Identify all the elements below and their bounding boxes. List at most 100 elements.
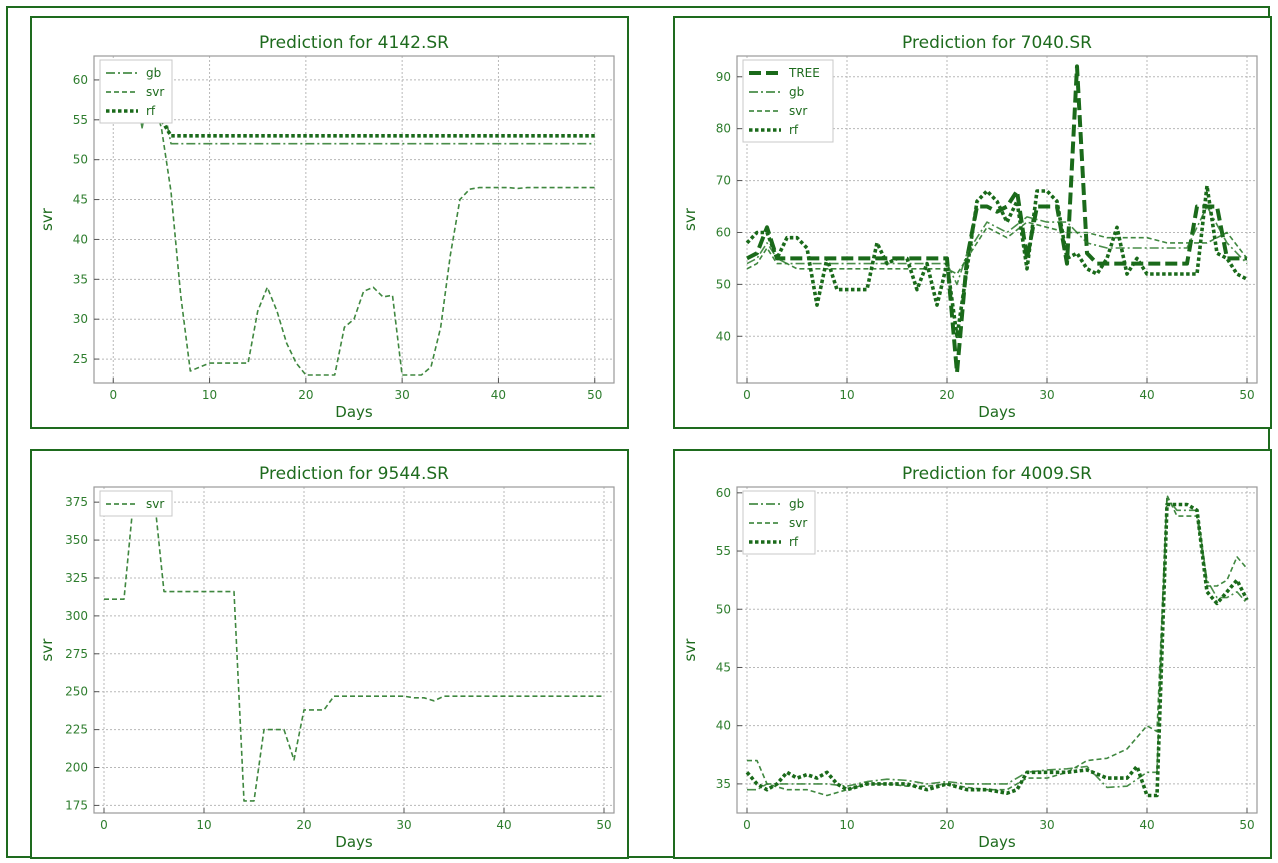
y-tick-label: 275 bbox=[65, 647, 88, 661]
y-tick-label: 70 bbox=[716, 174, 731, 188]
chart-panel-4009: 0 10 20 30 40 50 35 40 45 50 55 60 Prediction for 40… bbox=[673, 449, 1272, 859]
plot-area bbox=[93, 55, 615, 384]
legend-label-svr: svr bbox=[146, 497, 164, 511]
x-tick-label: 0 bbox=[743, 818, 751, 832]
y-axis-label: svr bbox=[38, 638, 56, 662]
x-tick-label: 10 bbox=[196, 818, 211, 832]
y-axis-label: svr bbox=[38, 207, 56, 231]
y-tick-label: 45 bbox=[716, 660, 731, 674]
legend-label-rf: rf bbox=[789, 535, 799, 549]
y-tick-label: 45 bbox=[73, 193, 88, 207]
figure-frame bbox=[6, 6, 1270, 858]
x-axis-label: Days bbox=[978, 833, 1016, 851]
y-tick-label: 300 bbox=[65, 609, 88, 623]
y-tick-label: 60 bbox=[716, 486, 731, 500]
x-tick-label: 0 bbox=[743, 388, 751, 402]
x-axis-label: Days bbox=[335, 833, 373, 851]
plot-area bbox=[93, 486, 615, 814]
x-tick-label: 0 bbox=[109, 388, 117, 402]
x-tick-label: 40 bbox=[1139, 818, 1154, 832]
y-tick-label: 375 bbox=[65, 495, 88, 509]
x-tick-label: 30 bbox=[1039, 818, 1054, 832]
x-tick-label: 50 bbox=[1239, 818, 1254, 832]
y-tick-label: 40 bbox=[716, 719, 731, 733]
y-tick-label: 40 bbox=[716, 329, 731, 343]
y-tick-label: 90 bbox=[716, 70, 731, 84]
chart-panel-9544: 0 10 20 30 40 50 175 200 225 250 275 300 325 350 375 Pr… bbox=[30, 449, 629, 859]
legend-label-gb: gb bbox=[789, 497, 804, 511]
plot-area bbox=[736, 55, 1258, 384]
x-tick-label: 30 bbox=[395, 388, 410, 402]
y-tick-label: 55 bbox=[73, 113, 88, 127]
x-tick-label: 30 bbox=[1039, 388, 1054, 402]
x-tick-label: 20 bbox=[296, 818, 311, 832]
y-tick-label: 175 bbox=[65, 798, 88, 812]
legend bbox=[99, 490, 173, 517]
legend-label-gb: gb bbox=[789, 85, 804, 99]
x-tick-label: 30 bbox=[396, 818, 411, 832]
chart-9544: 0 10 20 30 40 50 175 200 225 250 275 300 325 350 375 Pr… bbox=[38, 464, 615, 851]
x-axis-label: Days bbox=[335, 403, 373, 421]
y-tick-label: 200 bbox=[65, 761, 88, 775]
y-tick-label: 225 bbox=[65, 723, 88, 737]
chart-panel-4142: 0 10 20 30 40 50 25 30 35 40 45 50 55 60 Prediction fo… bbox=[30, 16, 629, 429]
y-tick-label: 50 bbox=[716, 602, 731, 616]
chart-7040: 0 10 20 30 40 50 40 50 60 70 80 90 Prediction for 70… bbox=[681, 33, 1258, 421]
x-tick-label: 10 bbox=[839, 818, 854, 832]
series-line-svr bbox=[746, 221, 1248, 275]
x-tick-label: 20 bbox=[939, 818, 954, 832]
series-line-rf bbox=[745, 502, 1249, 798]
series-line-rf bbox=[112, 70, 595, 138]
x-axis-label: Days bbox=[978, 403, 1016, 421]
legend-label-svr: svr bbox=[789, 516, 807, 530]
series-line-tree bbox=[746, 64, 1247, 375]
legend-label-rf: rf bbox=[146, 104, 156, 118]
chart-title: Prediction for 9544.SR bbox=[259, 464, 449, 484]
y-tick-label: 50 bbox=[73, 153, 88, 167]
x-tick-label: 40 bbox=[496, 818, 511, 832]
series-line-gb bbox=[113, 71, 595, 145]
y-tick-label: 50 bbox=[716, 277, 731, 291]
chart-4009: 0 10 20 30 40 50 35 40 45 50 55 60 Prediction for 40… bbox=[681, 464, 1258, 851]
series-line-svr bbox=[112, 71, 595, 376]
x-tick-label: 10 bbox=[839, 388, 854, 402]
y-tick-label: 80 bbox=[716, 122, 731, 136]
y-tick-label: 60 bbox=[73, 73, 88, 87]
y-tick-label: 325 bbox=[65, 571, 88, 585]
x-tick-label: 50 bbox=[1239, 388, 1254, 402]
y-tick-label: 40 bbox=[73, 232, 88, 246]
legend-label-gb: gb bbox=[146, 66, 161, 80]
legend-label-svr: svr bbox=[789, 104, 807, 118]
chart-4142: 0 10 20 30 40 50 25 30 35 40 45 50 55 60 Prediction fo… bbox=[38, 33, 615, 421]
y-tick-label: 55 bbox=[716, 544, 731, 558]
series-line-gb bbox=[747, 497, 1248, 791]
chart-title: Prediction for 4009.SR bbox=[902, 464, 1092, 484]
y-axis-label: svr bbox=[681, 638, 699, 662]
legend-label-tree: TREE bbox=[788, 66, 820, 80]
y-axis-label: svr bbox=[681, 207, 699, 231]
series-line-rf bbox=[745, 184, 1248, 339]
y-tick-label: 35 bbox=[716, 777, 731, 791]
y-tick-label: 30 bbox=[73, 312, 88, 326]
x-tick-label: 20 bbox=[939, 388, 954, 402]
y-tick-label: 60 bbox=[716, 225, 731, 239]
chart-title: Prediction for 4142.SR bbox=[259, 33, 449, 53]
y-tick-label: 350 bbox=[65, 533, 88, 547]
x-tick-label: 40 bbox=[491, 388, 506, 402]
series-line-svr bbox=[747, 494, 1248, 797]
y-tick-label: 25 bbox=[73, 352, 88, 366]
legend-label-svr: svr bbox=[146, 85, 164, 99]
plot-area bbox=[736, 486, 1258, 814]
x-tick-label: 50 bbox=[587, 388, 602, 402]
chart-panel-7040: 0 10 20 30 40 50 40 50 60 70 80 90 Prediction for 70… bbox=[673, 16, 1272, 429]
x-tick-label: 0 bbox=[100, 818, 108, 832]
y-tick-label: 35 bbox=[73, 272, 88, 286]
chart-title: Prediction for 7040.SR bbox=[902, 33, 1092, 53]
x-tick-label: 50 bbox=[596, 818, 611, 832]
x-tick-label: 20 bbox=[298, 388, 313, 402]
y-tick-label: 250 bbox=[65, 685, 88, 699]
x-tick-label: 10 bbox=[202, 388, 217, 402]
legend-label-rf: rf bbox=[789, 123, 799, 137]
x-tick-label: 40 bbox=[1139, 388, 1154, 402]
series-line-gb bbox=[746, 205, 1248, 286]
